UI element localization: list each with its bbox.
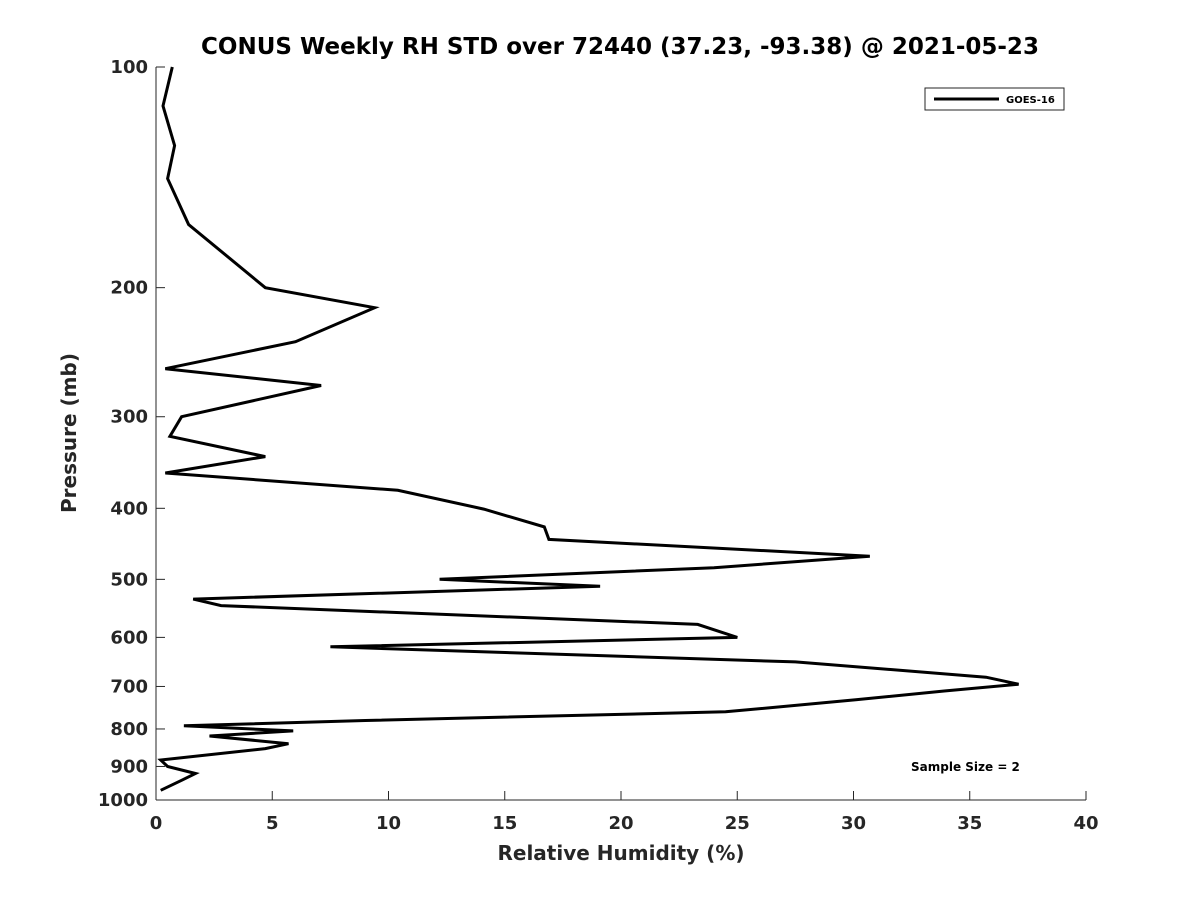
y-tick-label: 900 — [110, 756, 148, 777]
y-tick-label: 600 — [110, 627, 148, 648]
y-tick-label: 300 — [110, 407, 148, 428]
x-tick-label: 20 — [608, 813, 633, 834]
y-tick-label: 700 — [110, 676, 148, 697]
x-tick-label: 35 — [957, 813, 982, 834]
chart-title: CONUS Weekly RH STD over 72440 (37.23, -… — [201, 34, 1039, 60]
y-axis-label: Pressure (mb) — [57, 353, 81, 513]
x-tick-label: 5 — [266, 813, 279, 834]
y-tick-label: 1000 — [98, 790, 148, 811]
x-axis-label: Relative Humidity (%) — [497, 841, 744, 865]
x-tick-label: 30 — [841, 813, 866, 834]
x-tick-label: 15 — [492, 813, 517, 834]
x-tick-label: 0 — [150, 813, 163, 834]
series-line-goes-16 — [157, 66, 1019, 792]
x-axis-ticks: 0 5 10 15 20 25 30 35 40 — [150, 791, 1099, 834]
y-tick-label: 100 — [110, 57, 148, 78]
sample-size-annotation: Sample Size = 2 — [911, 760, 1020, 774]
y-axis-ticks: 100 200 300 400 500 600 700 800 900 1000 — [98, 57, 165, 811]
legend-label-goes-16: GOES-16 — [1006, 95, 1055, 106]
y-tick-label: 200 — [110, 278, 148, 299]
x-tick-label: 40 — [1073, 813, 1098, 834]
legend: GOES-16 — [924, 87, 1065, 111]
y-tick-label: 400 — [110, 498, 148, 519]
y-tick-label: 800 — [110, 719, 148, 740]
x-tick-label: 10 — [376, 813, 401, 834]
x-tick-label: 25 — [725, 813, 750, 834]
series-group — [157, 66, 1019, 792]
y-tick-label: 500 — [110, 569, 148, 590]
